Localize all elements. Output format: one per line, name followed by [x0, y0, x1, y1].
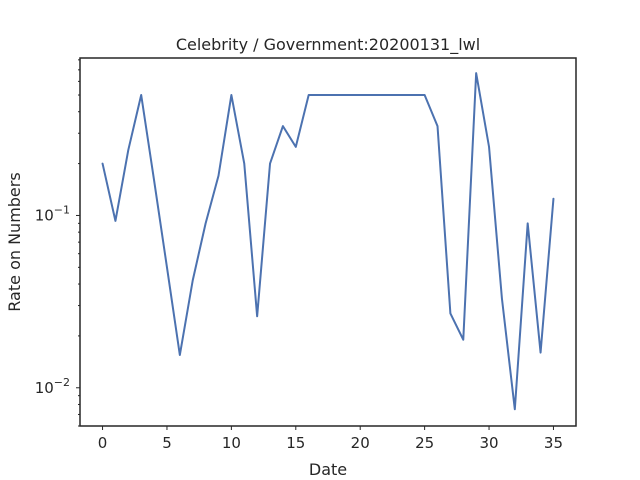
y-axis: 10−2 10−1 — [35, 59, 80, 427]
plot-area — [101, 72, 555, 411]
x-tick-label: 15 — [286, 434, 305, 452]
x-axis: 0 5 10 15 20 25 30 35 — [98, 426, 563, 452]
x-tick-label: 30 — [479, 434, 498, 452]
series-line-0 — [101, 72, 555, 411]
x-tick-label: 25 — [415, 434, 434, 452]
y-tick-label: 10−1 — [35, 203, 70, 224]
x-tick-label: 0 — [98, 434, 108, 452]
x-tick-label: 5 — [162, 434, 172, 452]
plot-frame — [79, 57, 577, 427]
chart-title: Celebrity / Government:20200131_lwl — [176, 35, 480, 55]
y-tick-label: 10−2 — [35, 376, 70, 397]
x-tick-label: 10 — [222, 434, 241, 452]
x-tick-label: 20 — [351, 434, 370, 452]
y-axis-label: Rate on Numbers — [5, 172, 24, 311]
x-axis-label: Date — [309, 460, 347, 479]
x-tick-label: 35 — [544, 434, 563, 452]
